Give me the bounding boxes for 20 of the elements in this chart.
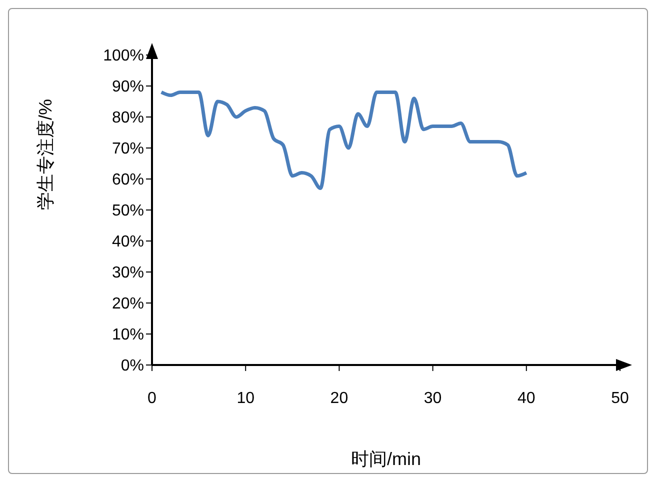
y-tick-label: 30% [112,264,144,282]
line-series [160,90,528,190]
x-axis-title: 时间/min [350,449,422,469]
y-tick-label: 10% [112,326,144,344]
x-tick-label: 0 [148,390,157,407]
y-tick-label: 80% [112,110,144,127]
y-tick-label: 40% [112,234,144,251]
y-tick-label: 50% [112,202,144,220]
x-tick-label: 20 [330,390,348,407]
x-tick-label: 10 [236,390,255,407]
y-tick-label: 0% [120,358,144,375]
y-tick-label: 100% [103,48,144,65]
x-tick-label: 40 [518,390,536,407]
y-tick-label: 20% [112,296,144,313]
x-tick-label: 30 [424,390,442,407]
y-tick-label: 70% [112,140,144,158]
x-tick-label: 50 [611,390,629,407]
y-tick-label: 90% [112,78,144,96]
y-axis-title: 学生专注度/% [35,98,56,210]
y-tick-label: 60% [112,172,144,189]
